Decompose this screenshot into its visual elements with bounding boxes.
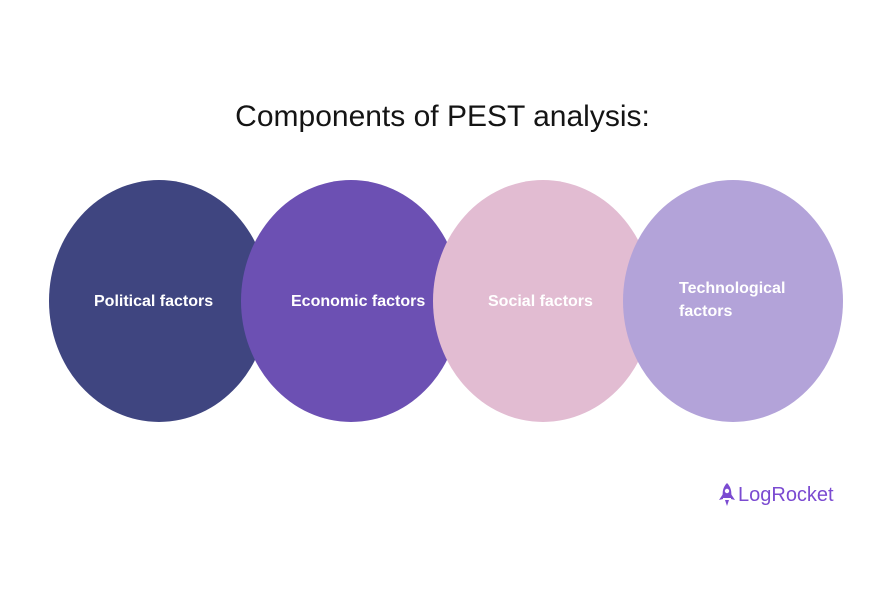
social-factors-circle: Social factors [433, 180, 653, 422]
social-factors-label: Social factors [488, 292, 593, 310]
economic-factors-circle: Economic factors [241, 180, 461, 422]
logrocket-logo: LogRocket [718, 481, 834, 509]
economic-factors-label: Economic factors [291, 292, 426, 310]
rocket-icon [719, 483, 735, 506]
technological-factors-label: Technological factors [679, 280, 786, 320]
technological-factors-circle: Technological factors [623, 180, 843, 422]
political-factors-circle: Political factors [49, 180, 269, 422]
logo-text: LogRocket [738, 483, 834, 506]
diagram-title: Components of PEST analysis: [235, 100, 650, 133]
political-factors-label: Political factors [94, 292, 214, 310]
